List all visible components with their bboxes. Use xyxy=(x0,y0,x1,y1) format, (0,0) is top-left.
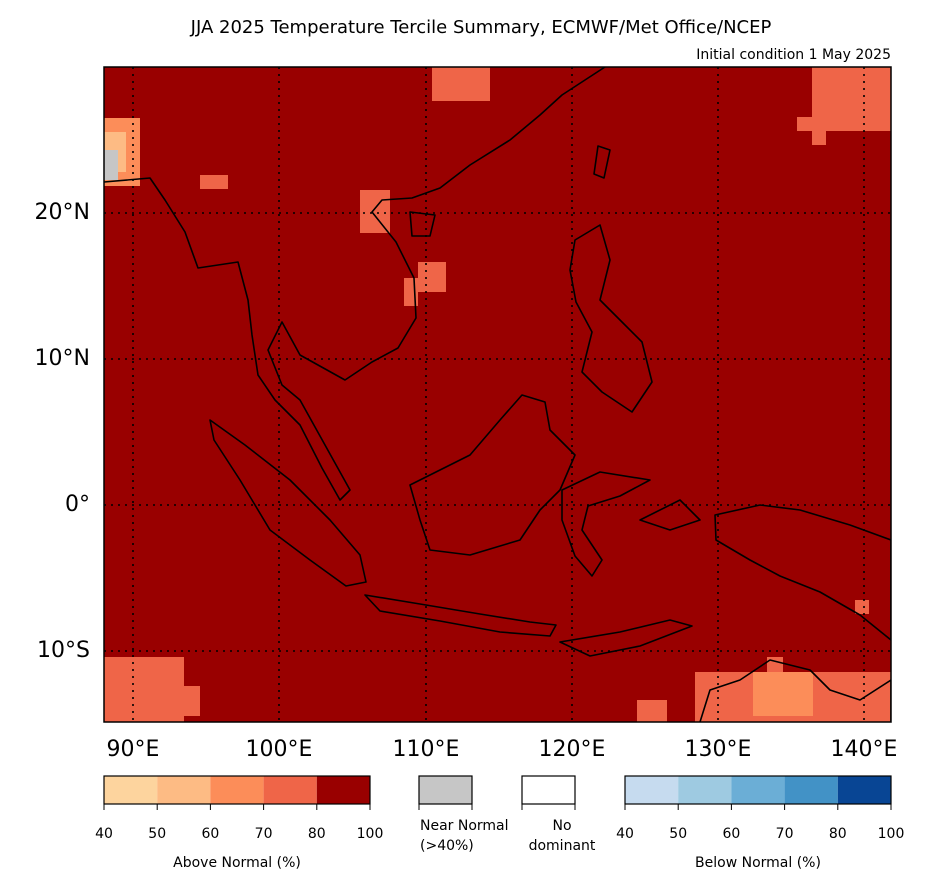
colorbar-tick-label: 50 xyxy=(148,826,166,842)
legend-label: No xyxy=(552,818,571,834)
lon-label: 130°E xyxy=(685,737,752,762)
lon-label: 100°E xyxy=(246,737,313,762)
map-background xyxy=(104,67,891,722)
coastlines xyxy=(104,67,891,722)
colorbar-tick-label: 80 xyxy=(308,826,326,842)
lon-label: 120°E xyxy=(539,737,606,762)
colorbar-frame xyxy=(624,775,892,805)
colorbar-tick-label: 50 xyxy=(669,826,687,842)
probability-patches xyxy=(104,67,891,722)
colorbar-segment xyxy=(678,776,732,804)
colorbar-tick-label: 70 xyxy=(776,826,794,842)
lon-label: 140°E xyxy=(831,737,898,762)
map xyxy=(104,67,891,722)
lon-label: 90°E xyxy=(107,737,160,762)
title: JJA 2025 Temperature Tercile Summary, EC… xyxy=(190,17,772,38)
graticule xyxy=(104,67,891,722)
colorbar-tick-label: 40 xyxy=(616,826,634,842)
colorbar-tick-label: 60 xyxy=(722,826,740,842)
lat-label: 10°S xyxy=(37,638,90,663)
legend-box xyxy=(418,775,473,805)
colorbar-segment xyxy=(316,776,370,804)
colorbar-frame xyxy=(103,775,371,805)
colorbar-segment xyxy=(837,776,891,804)
colorbar-tick-label: 60 xyxy=(201,826,219,842)
legend-box xyxy=(521,775,576,805)
legend-label: Near Normal xyxy=(420,818,509,834)
colorbar-segment xyxy=(731,776,785,804)
colorbar-segment xyxy=(625,776,679,804)
colorbar-tick-label: 70 xyxy=(255,826,273,842)
subtitle: Initial condition 1 May 2025 xyxy=(696,47,891,63)
colorbar-segment xyxy=(210,776,264,804)
colorbar-segment xyxy=(263,776,317,804)
colorbar-segment xyxy=(104,776,158,804)
colorbar-label: Above Normal (%) xyxy=(173,855,301,871)
lat-label: 20°N xyxy=(35,200,90,225)
lon-label: 110°E xyxy=(393,737,460,762)
colorbar-label: Below Normal (%) xyxy=(695,855,821,871)
colorbar-segment xyxy=(784,776,838,804)
legend-label: dominant xyxy=(529,838,596,854)
lat-label: 10°N xyxy=(35,346,90,371)
colorbar-tick-label: 80 xyxy=(829,826,847,842)
colorbar-tick-label: 100 xyxy=(357,826,384,842)
colorbar-tick-label: 40 xyxy=(95,826,113,842)
colorbar-segment xyxy=(157,776,211,804)
lat-label: 0° xyxy=(65,492,90,517)
legend-label: (>40%) xyxy=(420,838,474,854)
map-frame xyxy=(103,66,892,723)
colorbar-tick-label: 100 xyxy=(878,826,905,842)
